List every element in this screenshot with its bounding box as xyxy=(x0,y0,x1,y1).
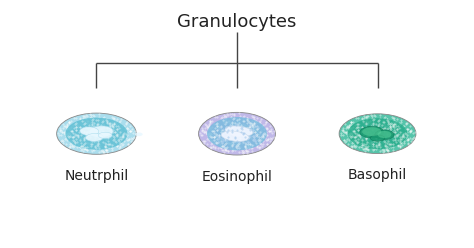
Ellipse shape xyxy=(375,130,394,139)
Text: Neutrphil: Neutrphil xyxy=(64,169,128,183)
Ellipse shape xyxy=(377,131,392,138)
Text: Basophil: Basophil xyxy=(348,168,407,182)
Ellipse shape xyxy=(90,126,113,137)
Ellipse shape xyxy=(199,112,275,155)
Ellipse shape xyxy=(98,132,112,138)
Text: Granulocytes: Granulocytes xyxy=(177,13,297,31)
Ellipse shape xyxy=(135,132,143,136)
Ellipse shape xyxy=(221,131,249,141)
Ellipse shape xyxy=(80,127,99,136)
Ellipse shape xyxy=(85,133,103,141)
Ellipse shape xyxy=(65,118,128,150)
Ellipse shape xyxy=(91,129,99,133)
Ellipse shape xyxy=(362,127,382,136)
Ellipse shape xyxy=(360,126,383,138)
Ellipse shape xyxy=(57,113,137,154)
Text: Eosinophil: Eosinophil xyxy=(201,170,273,184)
Ellipse shape xyxy=(230,131,244,136)
Ellipse shape xyxy=(370,135,385,141)
Ellipse shape xyxy=(339,114,416,154)
Ellipse shape xyxy=(225,126,253,136)
Ellipse shape xyxy=(99,132,107,135)
Ellipse shape xyxy=(207,117,267,150)
Ellipse shape xyxy=(347,118,408,149)
